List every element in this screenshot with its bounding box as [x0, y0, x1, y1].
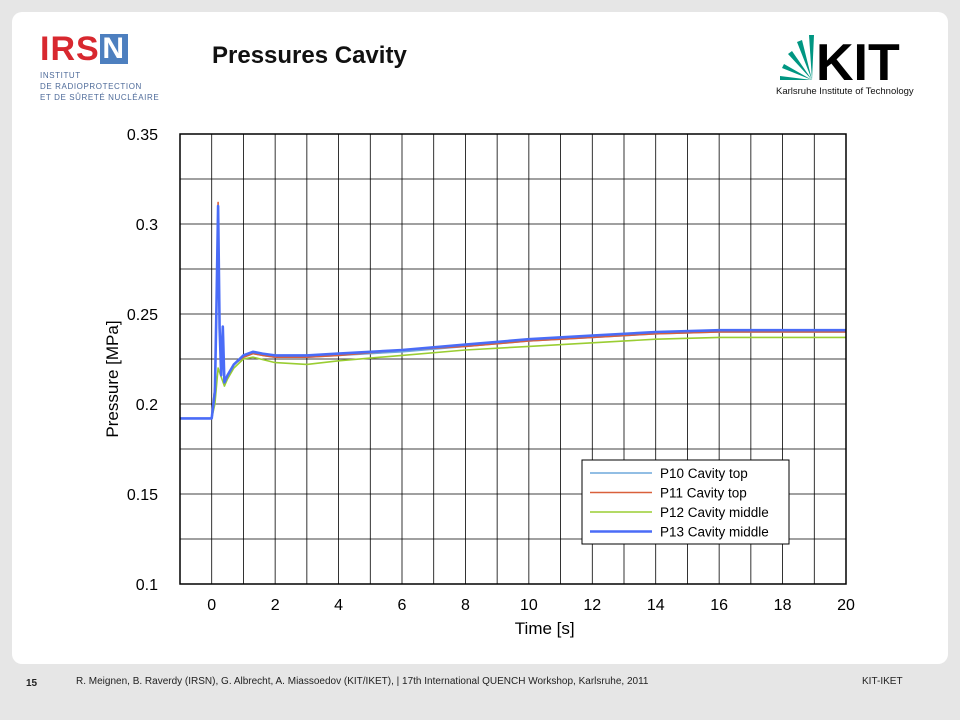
- x-axis-label: Time [s]: [515, 619, 575, 638]
- x-tick-label: 2: [271, 597, 280, 614]
- legend-label: P10 Cavity top: [660, 466, 748, 481]
- irsn-line-2: DE RADIOPROTECTION: [40, 82, 142, 91]
- x-tick-label: 16: [710, 597, 728, 614]
- series-line-2: [180, 201, 846, 420]
- irsn-logo: IRSN INSTITUT DE RADIOPROTECTION ET DE S…: [40, 32, 160, 104]
- y-tick-labels: 0.1 0.15 0.2 0.25 0.3 0.35: [127, 127, 158, 594]
- legend-label: P12 Cavity middle: [660, 505, 769, 520]
- legend-box: [581, 459, 790, 545]
- irsn-line-3: ET DE SÛRETÉ NUCLÉAIRE: [40, 93, 160, 102]
- chart-legend: P10 Cavity top P11 Cavity top P12 Cavity m…: [581, 459, 790, 545]
- pressure-chart: 0 2 4 6 8 10 12 14 16 18 20 0.10.150.20.250.30.35 …: [103, 127, 855, 638]
- kit-logo: KIT Karlsruhe Institute of Technology: [776, 30, 926, 102]
- y-tick-label: 0.25: [127, 307, 158, 324]
- irsn-subtitle: INSTITUT DE RADIOPROTECTION ET DE SÛRETÉ…: [40, 70, 160, 103]
- kit-subtitle: Karlsruhe Institute of Technology: [776, 86, 914, 97]
- x-tick-label: 4: [334, 597, 343, 614]
- x-tick-label: 6: [398, 597, 407, 614]
- x-tick-labels: 0 2 4 6 8 10 12 14 16 18 20: [207, 597, 855, 614]
- series-line-1: [180, 214, 846, 420]
- chart-container: 0 2 4 6 8 10 12 14 16 18 20 0.1 0.15 0.2 0.25 0.3 0.35 …: [100, 122, 880, 652]
- y-tick-label: 0.35: [127, 127, 158, 144]
- plot-frame: [179, 133, 847, 585]
- x-tick-label: 10: [520, 597, 538, 614]
- x-tick-label: 8: [461, 597, 470, 614]
- irsn-line-1: INSTITUT: [40, 71, 81, 80]
- x-tick-label: 0: [207, 597, 216, 614]
- irsn-mark-letters: IRS: [40, 30, 100, 68]
- series-line-3: [180, 336, 846, 420]
- x-tick-label: 12: [583, 597, 601, 614]
- kit-logo-graphic: KIT: [780, 34, 900, 92]
- kit-fan-icon: [780, 35, 814, 80]
- legend-label: P11 Cavity top: [660, 486, 747, 501]
- kit-mark: KIT: [816, 34, 900, 86]
- slide-title: Pressures Cavity: [212, 42, 407, 69]
- footer-citation: R. Meignen, B. Raverdy (IRSN), G. Albrec…: [76, 676, 649, 687]
- irsn-mark-n: N: [99, 34, 128, 64]
- y-tick-label: 0.1: [136, 577, 158, 594]
- page-number: 15: [26, 678, 38, 689]
- legend-label: P13 Cavity middle: [660, 525, 769, 540]
- irsn-mark: IRSN: [40, 32, 160, 66]
- footer-org: KIT-IKET: [862, 676, 903, 687]
- y-tick-label: 0.3: [136, 217, 158, 234]
- x-tick-label: 14: [647, 597, 665, 614]
- y-tick-label: 0.2: [136, 397, 158, 414]
- series-line-4: [180, 204, 846, 420]
- y-tick-label: 0.15: [127, 487, 158, 504]
- y-axis-label: Pressure [MPa]: [103, 320, 122, 437]
- chart-series: [180, 201, 846, 420]
- x-tick-label: 20: [837, 597, 855, 614]
- x-tick-label: 18: [774, 597, 792, 614]
